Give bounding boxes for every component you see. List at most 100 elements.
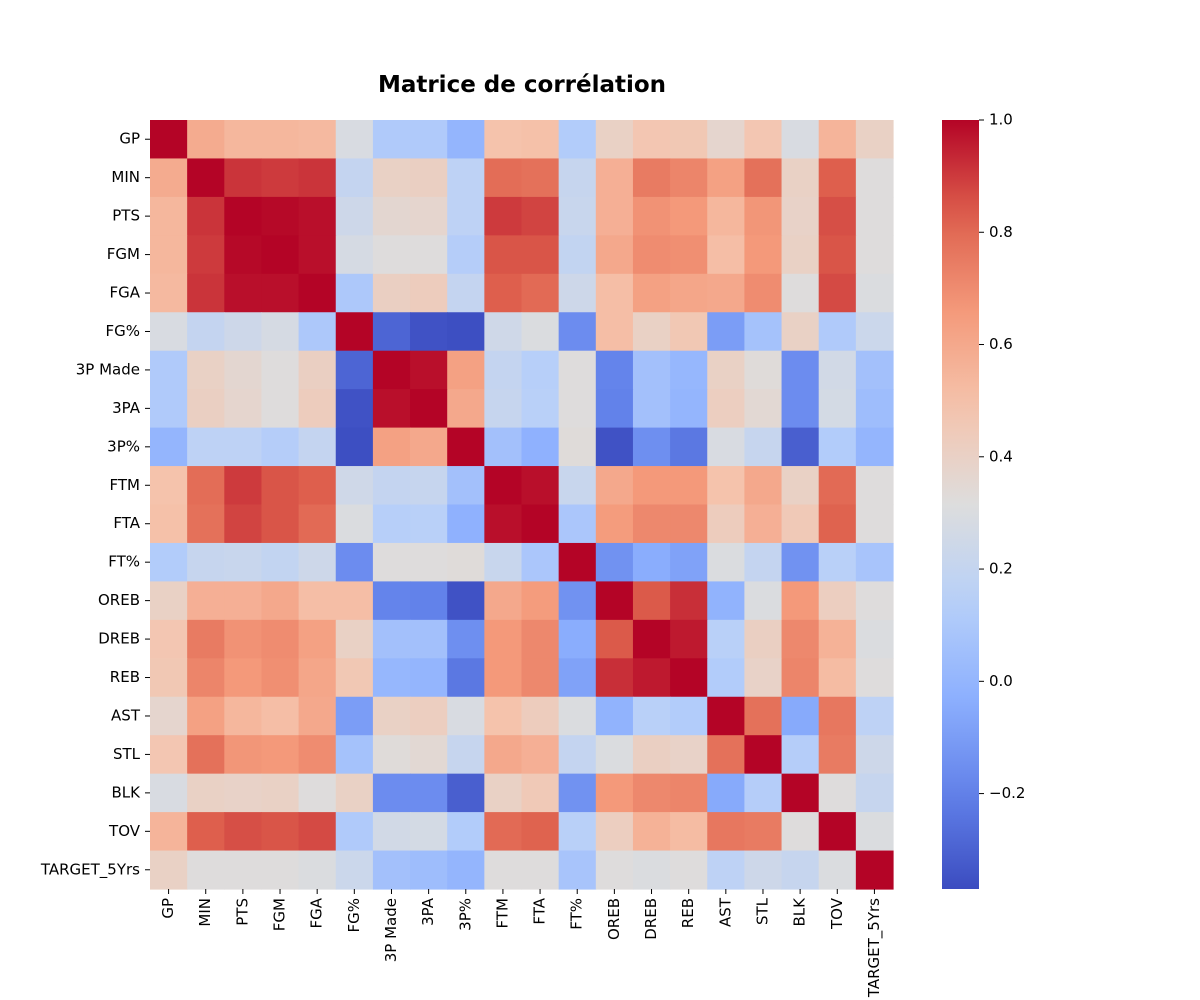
heatmap-cell-min-ftm <box>484 158 523 198</box>
heatmap-cell-blk-oreb <box>595 773 634 813</box>
heatmap-cell-ft-pct-blk <box>781 542 820 582</box>
heatmap-cell-blk-reb <box>670 773 708 813</box>
heatmap-cell-pts-ast <box>707 196 745 236</box>
heatmap-cell-min-3p-pct <box>447 158 485 198</box>
heatmap-cell-stl-fta <box>521 735 560 775</box>
heatmap-cell-fg-pct-fta <box>521 312 560 352</box>
heatmap-cell-fta-fta <box>521 504 560 544</box>
heatmap-cell-dreb-blk <box>781 619 820 659</box>
heatmap-cell-pts-pts <box>224 196 263 236</box>
y-tick-label-fgm: FGM <box>107 245 140 263</box>
heatmap-cell-oreb-oreb <box>595 581 634 621</box>
heatmap-cell-3p-made-ast <box>707 350 745 390</box>
heatmap-cell-fta-blk <box>781 504 820 544</box>
heatmap-cell-dreb-fg-pct <box>335 619 374 659</box>
heatmap-cell-min-fga <box>298 158 337 198</box>
heatmap-cell-ast-pts <box>224 696 263 736</box>
heatmap-cell-ast-3p-made <box>372 696 411 736</box>
heatmap-cell-tov-reb <box>670 812 708 852</box>
heatmap-cell-gp-3p-made <box>372 120 411 160</box>
x-tick-label-ast: AST <box>716 897 734 927</box>
heatmap-cell-fga-pts <box>224 273 263 313</box>
heatmap-cell-fg-pct-oreb <box>595 312 634 352</box>
heatmap-cell-gp-fg-pct <box>335 120 374 160</box>
heatmap-cell-ast-stl <box>744 696 783 736</box>
heatmap-cell-ftm-stl <box>744 466 783 506</box>
heatmap-cell-3pa-ftm <box>484 389 523 429</box>
heatmap-cell-tov-stl <box>744 812 783 852</box>
heatmap-cell-fga-3p-pct <box>447 273 485 313</box>
heatmap-cell-pts-dreb <box>632 196 671 236</box>
x-tick-label-min: MIN <box>196 898 214 927</box>
heatmap-cell-blk-gp <box>150 773 188 813</box>
y-tick-label-blk: BLK <box>112 783 142 801</box>
heatmap-cell-tov-3p-made <box>372 812 411 852</box>
heatmap-cell-gp-min <box>187 120 225 160</box>
heatmap-cell-pts-3p-made <box>372 196 411 236</box>
colorbar-tick-label: 0.0 <box>989 672 1013 690</box>
heatmap-cell-tov-blk <box>781 812 820 852</box>
heatmap-cell-ft-pct-dreb <box>632 542 671 582</box>
heatmap-cell-pts-oreb <box>595 196 634 236</box>
heatmap-cell-3pa-fga <box>298 389 337 429</box>
heatmap-cell-ftm-dreb <box>632 466 671 506</box>
heatmap-cell-3p-pct-ft-pct <box>558 427 597 467</box>
heatmap-cell-tov-3p-pct <box>447 812 485 852</box>
heatmap-cell-3pa-reb <box>670 389 708 429</box>
heatmap-cell-blk-blk <box>781 773 820 813</box>
heatmap-cell-ast-ftm <box>484 696 523 736</box>
heatmap-cell-reb-fg-pct <box>335 658 374 698</box>
heatmap-cell-reb-fga <box>298 658 337 698</box>
heatmap-cell-3p-pct-fg-pct <box>335 427 374 467</box>
y-tick-label-3p-made: 3P Made <box>76 360 140 378</box>
heatmap-cell-3pa-3p-pct <box>447 389 485 429</box>
heatmap-cell-fg-pct-ft-pct <box>558 312 597 352</box>
heatmap-cell-min-fta <box>521 158 560 198</box>
heatmap-cell-target-5yrs-ft-pct <box>558 850 597 890</box>
heatmap-cell-reb-ftm <box>484 658 523 698</box>
heatmap-cell-dreb-gp <box>150 619 188 659</box>
heatmap-cell-blk-3pa <box>410 773 448 813</box>
heatmap-cell-dreb-oreb <box>595 619 634 659</box>
y-tick-label-fta: FTA <box>113 514 140 532</box>
heatmap-cell-oreb-fga <box>298 581 337 621</box>
heatmap-cell-fgm-dreb <box>632 235 671 275</box>
heatmap-cell-oreb-reb <box>670 581 708 621</box>
heatmap-cell-oreb-pts <box>224 581 263 621</box>
heatmap-cell-ft-pct-fga <box>298 542 337 582</box>
heatmap-cell-fta-3pa <box>410 504 448 544</box>
heatmap-cell-blk-min <box>187 773 225 813</box>
heatmap-cell-stl-dreb <box>632 735 671 775</box>
heatmap-cell-ftm-fg-pct <box>335 466 374 506</box>
heatmap-cell-min-blk <box>781 158 820 198</box>
heatmap-cell-reb-min <box>187 658 225 698</box>
heatmap-cell-ast-fta <box>521 696 560 736</box>
colorbar-tick-label: 0.4 <box>989 447 1013 465</box>
heatmap-cell-ast-gp <box>150 696 188 736</box>
heatmap-cell-oreb-blk <box>781 581 820 621</box>
heatmap-cell-gp-tov <box>818 120 857 160</box>
heatmap-cell-gp-3pa <box>410 120 448 160</box>
heatmap-cell-stl-fgm <box>261 735 300 775</box>
heatmap-cell-fgm-ft-pct <box>558 235 597 275</box>
heatmap-cell-ast-oreb <box>595 696 634 736</box>
heatmap-cell-pts-gp <box>150 196 188 236</box>
heatmap-cell-fgm-fga <box>298 235 337 275</box>
heatmap-cell-fga-fgm <box>261 273 300 313</box>
heatmap-cell-stl-tov <box>818 735 857 775</box>
heatmap-cell-target-5yrs-min <box>187 850 225 890</box>
y-tick-label-stl: STL <box>113 745 141 763</box>
heatmap-cell-gp-3p-pct <box>447 120 485 160</box>
heatmap-cell-dreb-stl <box>744 619 783 659</box>
heatmap-cell-ftm-ftm <box>484 466 523 506</box>
heatmap-cell-fg-pct-pts <box>224 312 263 352</box>
heatmap-cell-gp-ast <box>707 120 745 160</box>
heatmap-cell-3p-made-target-5yrs <box>855 350 894 390</box>
heatmap-cell-target-5yrs-target-5yrs <box>855 850 894 890</box>
heatmap-cell-dreb-dreb <box>632 619 671 659</box>
heatmap-cell-reb-dreb <box>632 658 671 698</box>
heatmap-cell-min-tov <box>818 158 857 198</box>
heatmap-cell-ftm-blk <box>781 466 820 506</box>
heatmap-cell-fga-3p-made <box>372 273 411 313</box>
heatmap-cell-3p-made-ftm <box>484 350 523 390</box>
